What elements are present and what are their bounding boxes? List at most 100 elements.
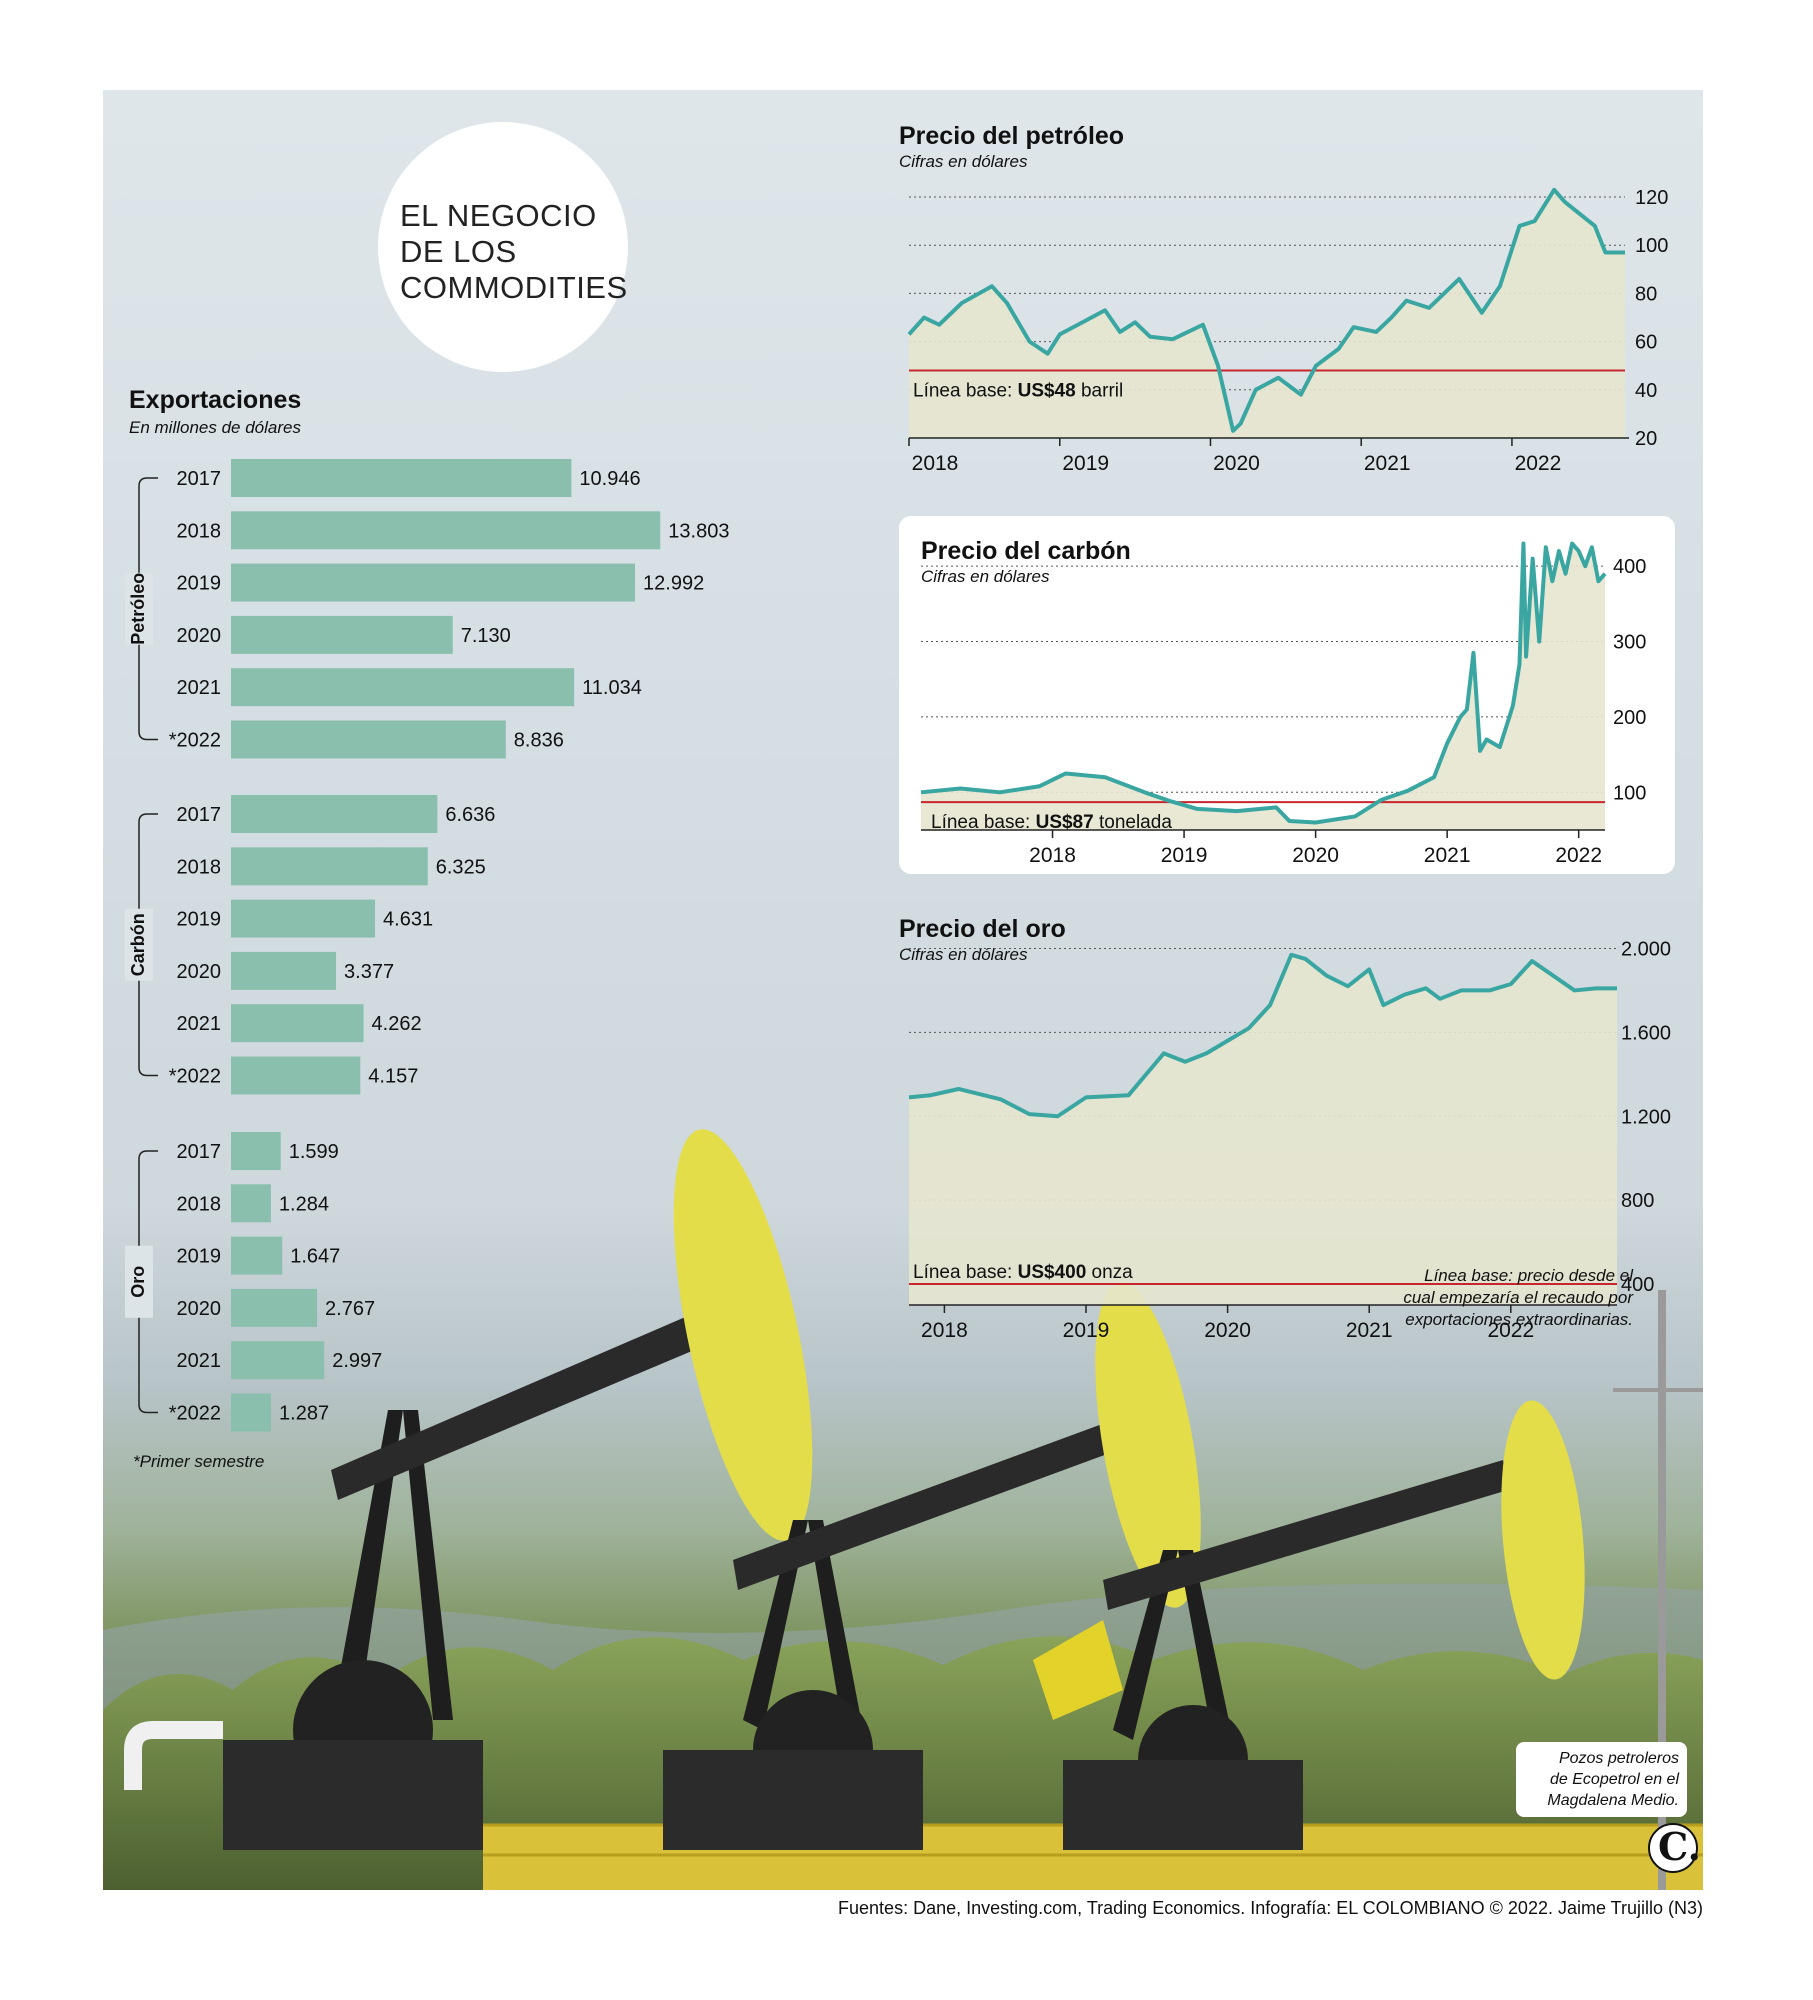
bar [231,563,636,602]
x-tick-label: 2020 [1213,452,1260,475]
bar-value-label: 13.803 [668,520,729,542]
x-tick-label: 2018 [1029,844,1076,867]
infographic-frame: EL NEGOCIO DE LOS COMMODITIES Exportacio… [103,90,1703,1890]
bar-category-label: 2020 [177,1298,222,1320]
baseline-value: US$87 [1036,812,1094,833]
y-tick-label: 120 [1635,187,1668,209]
y-tick-label: 40 [1635,380,1657,402]
y-tick-label: 60 [1635,332,1657,354]
y-tick-label: 20 [1635,428,1657,450]
coal-price-chart: 100 200 300 400 2018 2019 2020 2021 2022 Línea ba… [920,541,1646,867]
x-tick-label: 2021 [1346,1319,1393,1342]
bar-value-label: 8.836 [514,730,564,752]
bar [231,1004,364,1043]
oil-chart-title: Precio del petróleo [899,122,1125,150]
group-label-0: Petróleo [128,573,148,645]
bar-value-label: 6.325 [436,856,486,878]
bar [231,1341,325,1380]
x-tick-label: 2019 [1063,1319,1110,1342]
y-tick-label: 80 [1635,283,1657,305]
bar-value-label: 3.377 [344,961,394,983]
exports-bar-chart: Petróleo 2017 10.946 2018 13.803 2019 12.992 20… [125,459,729,1432]
bar [231,668,575,707]
bar-category-label: 2018 [177,520,222,542]
baseline-unit: tonelada [1094,812,1173,833]
bar-value-label: 4.157 [368,1066,418,1088]
baseline-label: Línea base: US$48 barril [913,381,1123,402]
x-tick-label: 2018 [921,1319,968,1342]
bar [231,795,438,833]
bar [231,1393,272,1432]
bar [231,1132,281,1170]
bar-value-label: 1.287 [279,1403,329,1425]
oil-price-chart: 20 40 60 80 100 120 2018 2019 2020 2021 2022 Línea … [907,187,1668,475]
bar-value-label: 7.130 [461,625,511,647]
bar-value-label: 4.631 [383,909,433,931]
el-colombiano-logo [1648,1823,1698,1873]
bar-category-label: 2020 [177,625,222,647]
bar [231,1288,318,1327]
y-tick-label: 100 [1613,782,1646,804]
x-tick-label: 2019 [1062,452,1109,475]
group-label-bg [125,908,153,981]
x-tick-label: 2020 [1204,1319,1251,1342]
bar [231,1056,361,1095]
price-area [909,189,1625,438]
x-tick-label: 2022 [1555,844,1602,867]
baseline-label: Línea base: US$400 onza [913,1262,1133,1283]
bar [231,720,506,759]
baseline-note: Línea base: precio desde el cual empezar… [1403,1266,1633,1329]
baseline-label-text: Línea base: [913,1262,1018,1283]
bar-category-label: 2020 [177,961,222,983]
bar-category-label: 2021 [177,1013,222,1035]
x-tick-label: 2021 [1364,452,1411,475]
bar [231,459,572,497]
header-circle [378,122,628,372]
bar [231,1184,271,1223]
bar-category-label: 2021 [177,1350,222,1372]
exports-footnote: *Primer semestre [133,1452,265,1471]
bar-category-label: 2017 [177,1141,222,1163]
y-tick-label: 1.200 [1621,1106,1671,1128]
x-tick-label: 2020 [1292,844,1339,867]
group-label-bg [125,1245,153,1318]
y-tick-label: 100 [1635,235,1668,257]
x-tick-label: 2018 [912,452,959,475]
x-tick-label: 2019 [1161,844,1208,867]
baseline-unit: onza [1086,1262,1133,1283]
price-area [909,954,1617,1305]
baseline-label-text: Línea base: [931,812,1036,833]
price-line [908,952,1617,1119]
page-title: EL NEGOCIO DE LOS COMMODITIES [400,198,628,305]
group-label-2: Oro [128,1266,148,1298]
coal-chart-subtitle: Cifras en dólares [921,567,1050,586]
bar-category-label: 2021 [177,677,222,699]
bar-category-label: 2018 [177,1193,222,1215]
oil-chart-subtitle: Cifras en dólares [899,152,1028,171]
y-tick-label: 2.000 [1621,938,1671,960]
baseline-unit: barril [1076,381,1124,402]
exports-subtitle: En millones de dólares [129,418,301,437]
bar-category-label: 2019 [177,1246,222,1268]
bar-value-label: 1.647 [290,1246,340,1268]
y-tick-label: 300 [1613,632,1646,654]
y-tick-label: 800 [1621,1190,1654,1212]
y-tick-label: 400 [1621,1274,1654,1296]
bar-value-label: 1.284 [279,1193,329,1215]
bar-value-label: 1.599 [289,1141,339,1163]
bar [231,847,428,886]
y-tick-label: 400 [1613,556,1646,578]
bar-category-label: *2022 [169,1403,221,1425]
oil-wells-photo [103,1129,1703,1890]
bar-category-label: 2017 [177,804,222,826]
baseline-label: Línea base: US$87 tonelada [931,812,1172,833]
baseline-value: US$48 [1018,381,1076,402]
gold-price-chart: 400 800 1.200 1.600 2.000 2018 2019 2020 2021 202… [908,938,1671,1342]
x-tick-label: 2022 [1487,1319,1534,1342]
bar-category-label: 2017 [177,468,222,490]
bar-value-label: 2.997 [332,1350,382,1372]
bar-category-label: 2019 [177,573,222,595]
x-tick-label: 2022 [1515,452,1562,475]
bar-value-label: 4.262 [372,1013,422,1035]
bar [231,615,453,654]
